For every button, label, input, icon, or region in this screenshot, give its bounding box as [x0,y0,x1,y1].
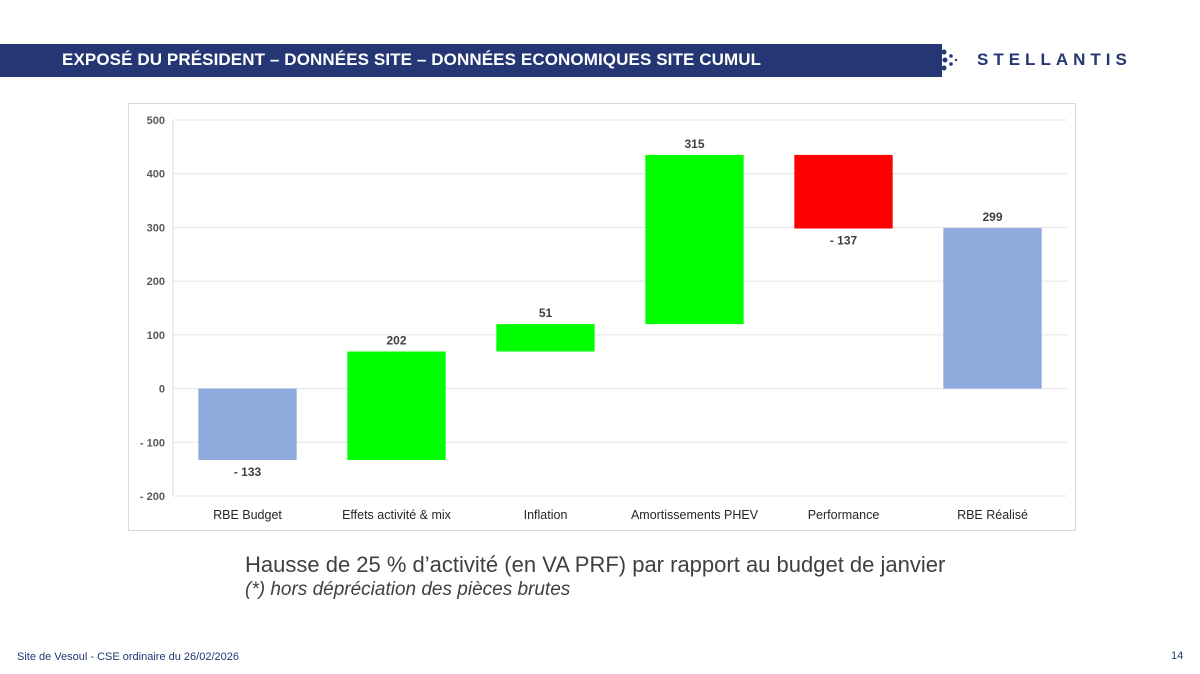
bar [794,154,893,229]
header-bar [0,44,940,77]
x-category-label: RBE Réalisé [957,508,1028,522]
x-category-label: RBE Budget [213,508,282,522]
x-category-label: Amortissements PHEV [631,508,759,522]
page-title: EXPOSÉ DU PRÉSIDENT – DONNÉES SITE – DON… [62,50,762,69]
x-category-label: Performance [808,508,880,522]
data-label: - 133 [234,465,262,479]
data-label: 202 [386,334,406,348]
data-label: 51 [539,306,553,320]
bar [347,351,446,461]
data-label: 299 [982,210,1002,224]
note-footnote: (*) hors dépréciation des pièces brutes [245,579,571,600]
bar [496,324,595,352]
waterfall-chart: - 200 - 100 0 100 200 300 400 500 - 133 RBE Budge… [140,115,1067,522]
footer-text: Site de Vesoul - CSE ordinaire du 26/02/… [17,651,239,663]
page-number: 14 [1171,650,1184,662]
y-tick-label: 300 [147,222,165,234]
y-tick-label: 0 [159,384,165,396]
data-label: 315 [684,137,704,151]
y-tick-label: 500 [147,115,165,127]
data-label: - 137 [830,234,858,248]
bar [198,388,297,461]
y-tick-label: 200 [147,276,165,288]
y-tick-label: - 100 [140,437,165,449]
note-activity: Hausse de 25 % d’activité (en VA PRF) pa… [245,552,946,577]
logo-dots-icon [936,44,958,77]
stellantis-logo: STELLANTIS [977,50,1132,69]
x-category-label: Effets activité & mix [342,508,452,522]
y-tick-label: 100 [147,330,165,342]
y-tick-label: - 200 [140,491,165,503]
bar [943,227,1042,389]
chart-frame: - 200 - 100 0 100 200 300 400 500 - 133 RBE Budge… [128,103,1076,531]
y-tick-label: 400 [147,169,165,181]
x-category-label: Inflation [524,508,568,522]
bar [645,154,744,325]
